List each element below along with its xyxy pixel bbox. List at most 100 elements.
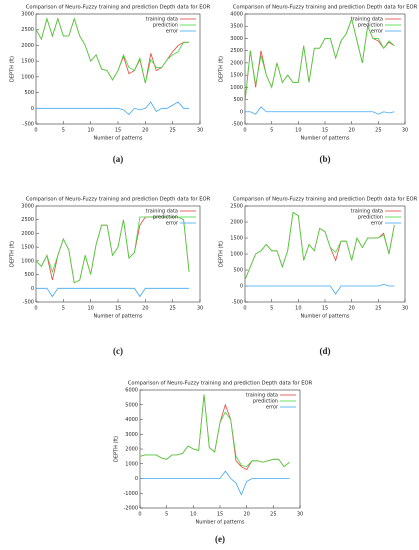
x-tick-label: 20 [243,512,249,518]
y-tick-label: 0 [135,476,138,482]
x-tick-label: 15 [115,306,121,312]
legend-label: error [166,29,179,35]
y-tick-label: 2000 [230,60,243,66]
x-tick-label: 10 [295,128,301,134]
legend-label: training data [351,209,383,215]
y-tick-label: 0 [240,109,243,115]
x-tick-label: 5 [270,128,273,134]
y-tick-label: 1000 [230,252,243,258]
y-tick-label: 2000 [230,220,243,226]
y-axis-label: DEPTH (ft) [10,241,16,267]
y-tick-label: -500 [23,122,34,128]
chart-title: Comparison of Neuro-Fuzzy training and p… [233,197,418,203]
x-tick-label: 15 [115,128,121,134]
panel-caption: (d) [320,346,331,356]
x-tick-label: 10 [87,306,93,312]
x-tick-label: 0 [138,512,141,518]
x-axis-label: Number of patterns [93,314,142,320]
x-axis-label: Number of patterns [300,314,349,320]
panel-caption: (a) [113,154,124,164]
x-tick-label: 30 [197,128,203,134]
y-tick-label: 500 [233,97,243,103]
series-line [244,17,395,103]
legend-label: error [371,29,384,35]
legend-label: prediction [358,215,383,221]
legend-label: training data [246,393,278,399]
y-tick-label: 500 [233,268,243,274]
legend-label: prediction [153,215,178,221]
y-tick-label: 6000 [125,388,138,394]
x-tick-label: 10 [87,128,93,134]
y-tick-label: 2500 [230,204,243,210]
x-tick-label: 25 [375,128,381,134]
chart-title: Comparison of Neuro-Fuzzy training and p… [233,5,418,11]
y-axis-label: DEPTH (ft) [10,56,16,82]
x-tick-label: 30 [402,128,408,134]
series-line [140,470,290,496]
x-tick-label: 0 [243,128,246,134]
series-line [139,394,290,468]
x-tick-label: 5 [62,306,65,312]
x-tick-label: 0 [34,128,37,134]
y-tick-label: -500 [232,122,243,128]
y-tick-label: 1000 [230,85,243,91]
x-tick-label: 25 [169,128,175,134]
y-tick-label: 500 [24,90,34,96]
x-tick-label: 30 [297,512,303,518]
x-axis-label: Number of patterns [300,136,349,142]
x-tick-label: 10 [295,306,301,312]
y-axis-label: DEPTH (ft) [114,436,120,462]
x-tick-label: 20 [142,306,148,312]
series-line [245,106,395,115]
y-tick-label: 1500 [21,245,34,251]
x-axis-label: Number of patterns [93,136,142,142]
x-tick-label: 5 [270,306,273,312]
x-tick-label: 20 [348,128,354,134]
x-tick-label: 30 [402,306,408,312]
x-tick-label: 5 [165,512,168,518]
series-line [35,216,190,284]
y-tick-label: -1000 [123,491,138,497]
legend-label: prediction [253,399,278,405]
chart-title: Comparison of Neuro-Fuzzy training and p… [26,197,211,203]
y-tick-label: 2000 [125,447,138,453]
y-tick-label: 0 [31,106,34,112]
y-tick-label: 1000 [125,461,138,467]
legend-label: error [266,405,279,411]
y-tick-label: 4000 [230,12,243,18]
panel-caption: (c) [113,346,123,356]
x-tick-label: 15 [322,128,328,134]
y-tick-label: 3000 [230,36,243,42]
panel-caption: (e) [215,534,225,544]
series-line [245,283,395,295]
y-tick-label: 1500 [230,73,243,79]
legend-label: prediction [358,23,383,29]
y-tick-label: 0 [240,284,243,290]
y-tick-label: -2000 [123,506,138,512]
y-tick-label: -500 [23,300,34,306]
x-tick-label: 25 [169,306,175,312]
y-tick-label: 2000 [21,43,34,49]
legend-label: error [371,221,384,227]
x-axis-label: Number of patterns [195,520,244,526]
y-tick-label: 2500 [21,217,34,223]
legend-label: training data [351,17,383,23]
y-tick-label: 2500 [21,27,34,33]
y-tick-label: 500 [24,272,34,278]
x-tick-label: 20 [348,306,354,312]
y-tick-label: 2000 [21,231,34,237]
chart-title: Comparison of Neuro-Fuzzy training and p… [26,5,211,11]
x-tick-label: 25 [270,512,276,518]
y-axis-label: DEPTH (ft) [219,241,225,267]
x-tick-label: 30 [197,306,203,312]
y-tick-label: 4000 [125,417,138,423]
x-tick-label: 20 [142,128,148,134]
x-tick-label: 5 [62,128,65,134]
y-tick-label: -500 [232,300,243,306]
panel-caption: (b) [320,154,331,164]
y-tick-label: 2500 [230,48,243,54]
series-line [35,17,190,84]
y-tick-label: 3500 [230,24,243,30]
series-line [36,101,190,116]
